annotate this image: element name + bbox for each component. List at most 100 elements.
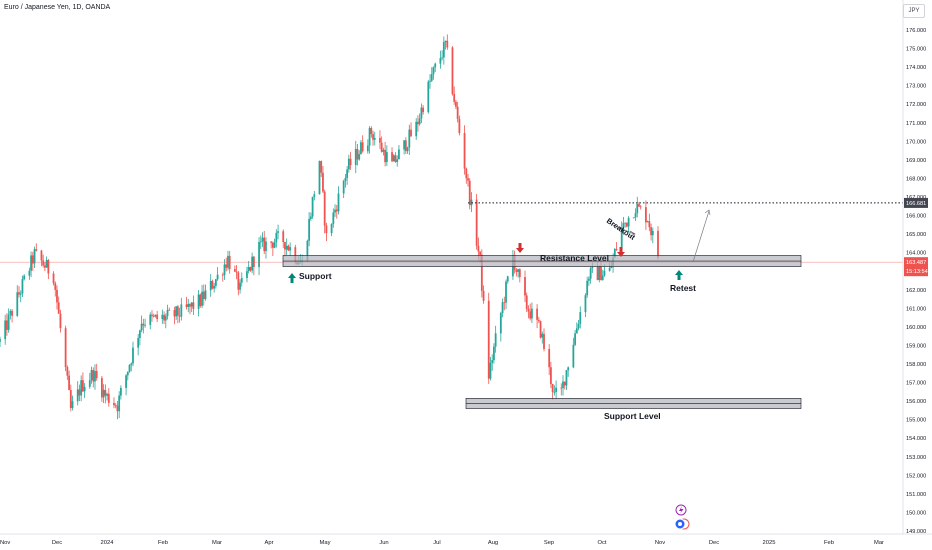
candle-body xyxy=(247,267,250,272)
candle-body xyxy=(192,302,195,309)
candle xyxy=(560,383,563,396)
candle xyxy=(470,192,473,213)
time-tick-label: Mar xyxy=(874,540,884,546)
candle-body xyxy=(221,274,224,276)
candle-body xyxy=(479,251,482,255)
candle-body xyxy=(142,323,145,326)
candle xyxy=(149,312,152,330)
candle-body xyxy=(113,402,115,406)
candle-body xyxy=(237,272,240,290)
candle-body xyxy=(71,401,74,409)
candle-body xyxy=(31,255,34,264)
candle-body xyxy=(434,63,437,68)
candle-body xyxy=(128,364,131,372)
candle xyxy=(178,307,181,323)
candle xyxy=(59,309,62,333)
time-tick-label: Feb xyxy=(158,540,168,546)
candle xyxy=(432,66,435,80)
candle xyxy=(190,302,193,313)
candle-body xyxy=(584,295,587,313)
candle-body xyxy=(572,344,575,368)
candle-body xyxy=(42,260,45,266)
candle xyxy=(223,259,226,280)
candle xyxy=(9,309,12,320)
currency-button[interactable]: JPY xyxy=(903,4,925,18)
candle-body xyxy=(553,391,556,393)
candle xyxy=(78,384,81,402)
candle-body xyxy=(69,390,72,409)
candle-body xyxy=(539,321,542,338)
candle xyxy=(90,366,93,384)
candle-body xyxy=(463,133,466,169)
candle-body xyxy=(358,154,361,160)
candle xyxy=(187,298,190,313)
candle-body xyxy=(489,362,492,379)
candle-body xyxy=(453,94,456,102)
candle xyxy=(151,310,153,322)
candle xyxy=(311,196,314,219)
candle-body xyxy=(501,302,504,314)
candle xyxy=(525,292,528,313)
candle-body xyxy=(294,247,297,263)
candle xyxy=(555,380,557,400)
time-axis[interactable]: Nov Dec 2024 Feb Mar Apr May Jun Jul Aug Sep Oct Nov… xyxy=(0,533,932,546)
candle xyxy=(482,285,485,304)
candle-body xyxy=(541,333,544,338)
candle xyxy=(202,284,205,306)
candle xyxy=(140,315,143,333)
candle xyxy=(221,272,224,282)
candle xyxy=(308,212,311,247)
candle xyxy=(42,254,45,268)
price-axis[interactable]: 176.000 175.000 174.000 173.000 172.000 171.0… xyxy=(902,0,932,550)
resistance-arrow-icon xyxy=(516,243,524,253)
candle-body xyxy=(620,227,623,250)
price-tick-label: 169.000 xyxy=(906,158,926,164)
candle-body xyxy=(639,206,642,208)
candle-body xyxy=(477,245,480,252)
resistance-level-label: Resistance Level xyxy=(540,253,609,263)
candle xyxy=(71,395,74,411)
candle-body xyxy=(40,250,43,261)
candle xyxy=(342,179,345,199)
candle-body xyxy=(430,74,433,81)
candle xyxy=(285,238,288,255)
candle-body xyxy=(551,384,554,393)
candle xyxy=(337,186,340,215)
candle-body xyxy=(427,81,430,113)
candle-body xyxy=(394,155,397,162)
candle xyxy=(370,126,373,138)
candle-body xyxy=(586,280,589,296)
candle-body xyxy=(627,217,630,227)
time-tick-label: Nov xyxy=(0,540,10,546)
candle xyxy=(506,275,509,284)
candle xyxy=(575,322,578,334)
candle-body xyxy=(35,249,38,251)
candle-body xyxy=(130,363,133,365)
candle-body xyxy=(180,304,183,317)
candle-body xyxy=(596,267,599,281)
candle-body xyxy=(119,387,122,396)
candle xyxy=(518,268,521,283)
candle-body xyxy=(622,223,625,228)
candle xyxy=(650,223,652,241)
candle xyxy=(76,381,79,406)
candle-body xyxy=(223,264,226,276)
candle-body xyxy=(527,308,530,312)
candle xyxy=(118,391,121,419)
countdown-timer: 15:13:54 xyxy=(906,269,928,275)
candle-body xyxy=(163,314,165,321)
candle xyxy=(501,298,504,318)
candle xyxy=(199,293,202,308)
candle xyxy=(116,401,119,420)
candle-body xyxy=(506,276,509,282)
candle xyxy=(156,310,159,323)
candle-body xyxy=(306,240,309,261)
candle xyxy=(180,297,183,321)
candle xyxy=(271,241,274,257)
candle xyxy=(4,314,7,345)
candle-body xyxy=(475,199,478,246)
candle-body xyxy=(567,367,570,371)
time-tick-label: Oct xyxy=(597,540,606,546)
candle-body xyxy=(648,221,651,228)
